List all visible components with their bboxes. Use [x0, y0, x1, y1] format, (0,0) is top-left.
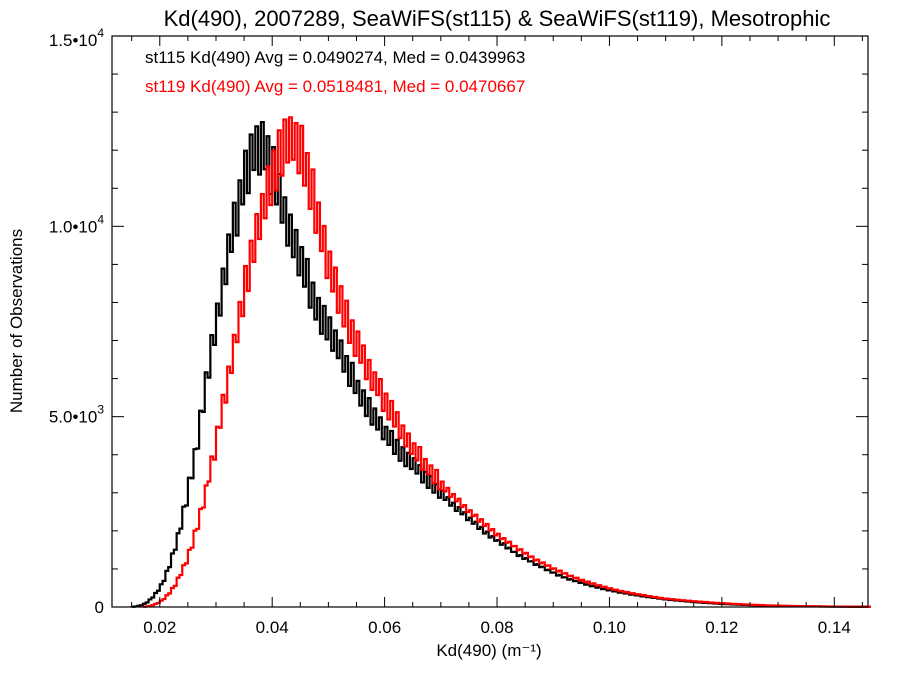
x-tick-label: 0.10 [593, 618, 626, 637]
series-st119-histogram [141, 116, 871, 608]
series-st115-histogram [130, 120, 871, 608]
series-layer [130, 116, 871, 608]
y-axis-label: Number of Observations [7, 229, 26, 413]
x-tick-label: 0.08 [480, 618, 513, 637]
chart-title: Kd(490), 2007289, SeaWiFS(st115) & SeaWi… [164, 6, 831, 31]
legend-st115: st115 Kd(490) Avg = 0.0490274, Med = 0.0… [145, 48, 525, 67]
y-tick-label: 1.0•104 [49, 212, 105, 236]
y-tick-label: 0 [95, 598, 104, 617]
x-tick-label: 0.02 [143, 618, 176, 637]
x-tick-label: 0.06 [368, 618, 401, 637]
legend-st119: st119 Kd(490) Avg = 0.0518481, Med = 0.0… [145, 77, 525, 96]
plot-frame [111, 35, 869, 608]
x-tick-label: 0.04 [256, 618, 289, 637]
axis-ticks: 0.02 0.04 0.06 0.08 0.10 0.12 0.14 0 5.0•103 1.0•… [49, 26, 868, 637]
x-tick-label: 0.12 [705, 618, 738, 637]
y-tick-label: 5.0•103 [49, 403, 105, 427]
y-tick-label: 1.5•104 [49, 26, 105, 50]
x-tick-label: 0.14 [818, 618, 851, 637]
x-axis-label: Kd(490) (m⁻¹) [436, 641, 541, 660]
